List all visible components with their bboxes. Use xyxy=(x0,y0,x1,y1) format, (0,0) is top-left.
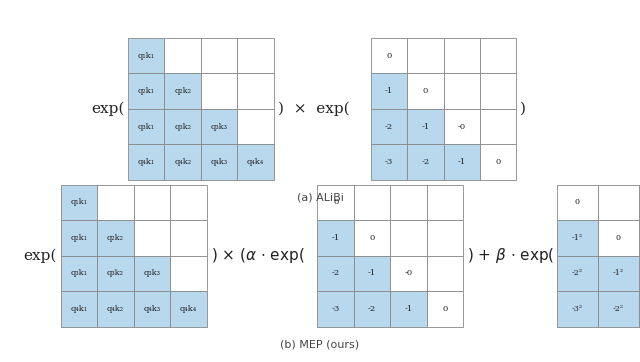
Text: ): ) xyxy=(520,102,526,116)
Text: -0: -0 xyxy=(404,269,413,277)
Text: q₂k₂: q₂k₂ xyxy=(107,234,124,242)
Text: -1: -1 xyxy=(458,158,466,166)
Text: q₂k₁: q₂k₁ xyxy=(138,87,155,95)
Text: )  ×  exp(: ) × exp( xyxy=(278,102,349,116)
Text: 0: 0 xyxy=(422,87,428,95)
Text: 0: 0 xyxy=(616,234,621,242)
Text: (a) ALiBi: (a) ALiBi xyxy=(296,193,344,203)
Text: q₄k₁: q₄k₁ xyxy=(138,158,155,166)
Text: q₄k₄: q₄k₄ xyxy=(180,305,197,313)
Text: q₃k₁: q₃k₁ xyxy=(70,269,88,277)
Text: exp(: exp( xyxy=(91,102,124,116)
Text: (b) MEP (ours): (b) MEP (ours) xyxy=(280,339,360,349)
Text: -3²: -3² xyxy=(572,305,583,313)
Text: ) $\times$ ($\alpha$ $\cdot$ exp(: ) $\times$ ($\alpha$ $\cdot$ exp( xyxy=(211,246,304,265)
Text: 0: 0 xyxy=(369,234,375,242)
Text: 0: 0 xyxy=(495,158,501,166)
Text: -2: -2 xyxy=(421,158,429,166)
Text: q₃k₁: q₃k₁ xyxy=(138,123,155,131)
Text: 0: 0 xyxy=(575,198,580,206)
Text: -1: -1 xyxy=(332,234,340,242)
Text: -1: -1 xyxy=(385,87,393,95)
Text: q₄k₁: q₄k₁ xyxy=(70,305,88,313)
Text: 0: 0 xyxy=(442,305,448,313)
Text: q₄k₃: q₄k₃ xyxy=(143,305,161,313)
Text: q₃k₂: q₃k₂ xyxy=(107,269,124,277)
Text: -2²: -2² xyxy=(572,269,583,277)
Text: -0: -0 xyxy=(458,123,466,131)
Text: q₄k₃: q₄k₃ xyxy=(211,158,228,166)
Text: -3: -3 xyxy=(385,158,393,166)
Text: q₂k₂: q₂k₂ xyxy=(174,87,191,95)
Text: ) + $\beta$ $\cdot$ exp(: ) + $\beta$ $\cdot$ exp( xyxy=(467,246,555,265)
Text: -1: -1 xyxy=(421,123,429,131)
Text: q₁k₁: q₁k₁ xyxy=(138,52,155,60)
Text: q₄k₂: q₄k₂ xyxy=(174,158,191,166)
Text: q₄k₄: q₄k₄ xyxy=(247,158,264,166)
Text: -1: -1 xyxy=(368,269,376,277)
Text: -2: -2 xyxy=(385,123,393,131)
Text: -1²: -1² xyxy=(572,234,583,242)
Text: q₄k₂: q₄k₂ xyxy=(107,305,124,313)
Text: q₃k₂: q₃k₂ xyxy=(174,123,191,131)
Text: 0: 0 xyxy=(333,198,339,206)
Text: -3: -3 xyxy=(332,305,340,313)
Text: q₁k₁: q₁k₁ xyxy=(70,198,88,206)
Text: -2²: -2² xyxy=(612,305,623,313)
Text: q₃k₃: q₃k₃ xyxy=(143,269,161,277)
Text: q₃k₃: q₃k₃ xyxy=(211,123,228,131)
Text: -2: -2 xyxy=(332,269,340,277)
Text: q₂k₁: q₂k₁ xyxy=(70,234,88,242)
Text: -1: -1 xyxy=(404,305,413,313)
Text: 0: 0 xyxy=(386,52,392,60)
Text: exp(: exp( xyxy=(24,248,57,263)
Text: -1²: -1² xyxy=(612,269,623,277)
Text: -2: -2 xyxy=(368,305,376,313)
